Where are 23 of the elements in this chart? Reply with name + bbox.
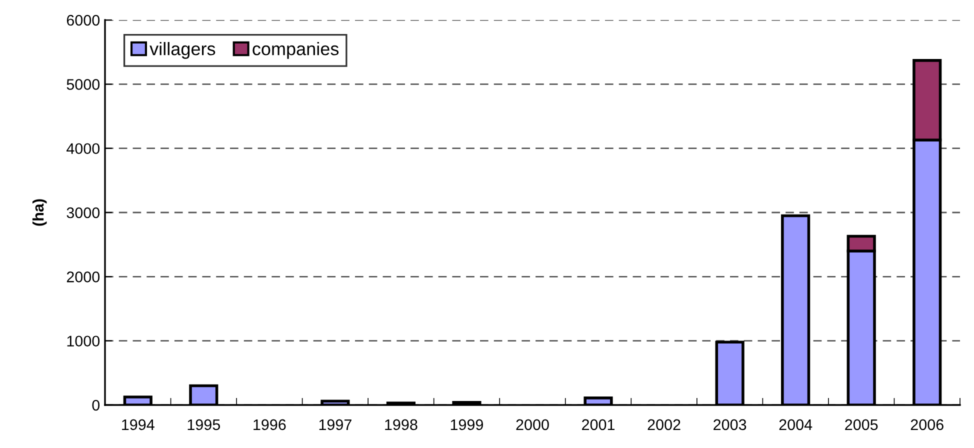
x-tick-label: 2001: [582, 419, 615, 430]
x-tick-label: 1999: [450, 419, 483, 430]
y-tick-label: 6000: [66, 14, 100, 26]
legend-label: companies: [252, 42, 339, 59]
x-tick-label: 2005: [845, 419, 878, 430]
y-axis-title: (ha): [32, 199, 47, 226]
x-tick-label: 2006: [910, 419, 944, 430]
y-tick-label: 4000: [66, 143, 100, 154]
x-tick-label: 1995: [188, 419, 220, 430]
x-tick-label: 1998: [385, 419, 418, 430]
y-tick-label: 5000: [66, 79, 100, 90]
x-tick-label: 1997: [319, 419, 352, 430]
x-tick-label: 2003: [714, 419, 746, 430]
x-tick-label: 1994: [122, 419, 154, 430]
y-tick-label: 0: [92, 400, 100, 411]
x-tick-label: 2002: [648, 419, 680, 430]
x-tick-label: 2004: [779, 419, 812, 430]
legend-label: villagers: [150, 42, 216, 59]
x-tick-label: 1996: [254, 419, 286, 430]
y-tick-label: 1000: [67, 336, 100, 347]
x-tick-label: 2000: [516, 419, 549, 430]
y-tick-label: 3000: [66, 207, 100, 218]
y-tick-label: 2000: [66, 272, 100, 282]
